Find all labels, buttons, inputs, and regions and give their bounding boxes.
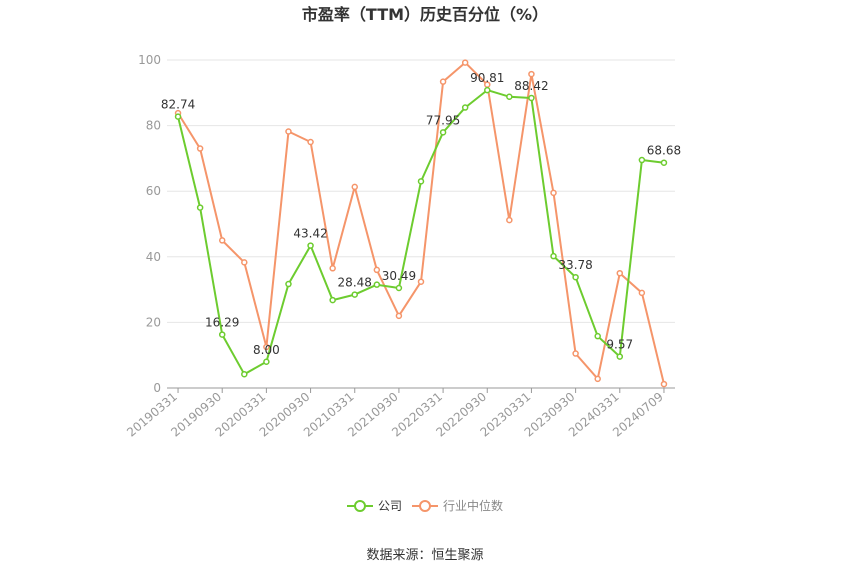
- data-point-company: [638, 156, 646, 164]
- y-tick-label: 80: [146, 119, 161, 133]
- data-point-industry: [285, 128, 292, 135]
- data-point-company: [528, 94, 535, 102]
- grid: [167, 59, 675, 323]
- data-point-industry: [638, 289, 646, 297]
- data-point-company: [329, 296, 336, 304]
- legend-label-company: 公司: [378, 499, 402, 513]
- data-point-industry: [528, 70, 535, 78]
- legend-label-industry: 行业中位数: [443, 498, 503, 513]
- data-label-company: 68.68: [647, 144, 681, 158]
- legend-marker-industry: [419, 500, 431, 512]
- series-line-industry: [177, 61, 665, 385]
- data-point-industry: [506, 216, 513, 224]
- data-point-industry: [572, 350, 579, 357]
- data-point-industry: [594, 375, 601, 383]
- data-label-company: 77.95: [426, 113, 460, 127]
- y-tick-label: 0: [153, 381, 161, 395]
- data-point-industry: [439, 78, 447, 85]
- series-line-company: [177, 89, 665, 376]
- data-label-company: 30.49: [382, 269, 416, 283]
- data-point-company: [263, 358, 270, 366]
- legend-item-industry[interactable]: 行业中位数: [412, 498, 503, 513]
- data-point-company: [373, 281, 381, 288]
- data-point-company: [196, 204, 204, 211]
- data-label-company: 33.78: [558, 258, 592, 272]
- data-labels: 82.74 16.29 8.00 43.42 28.48 30.49 77.95 90.81 8…: [161, 71, 681, 357]
- series: [174, 59, 668, 388]
- data-point-company: [506, 93, 513, 100]
- data-point-industry: [395, 312, 403, 320]
- data-point-industry: [616, 269, 624, 277]
- data-point-industry: [550, 189, 557, 197]
- data-point-industry: [196, 145, 204, 152]
- data-point-industry: [417, 278, 425, 285]
- data-point-industry: [241, 259, 248, 266]
- data-point-industry: [373, 266, 381, 274]
- data-point-company: [660, 159, 668, 166]
- data-point-company: [241, 370, 248, 378]
- data-point-company: [417, 178, 425, 185]
- data-point-company: [174, 113, 182, 120]
- data-point-industry: [263, 343, 270, 351]
- data-point-company: [439, 129, 447, 136]
- data-label-company: 9.57: [606, 338, 633, 352]
- data-point-industry: [660, 380, 668, 388]
- chart-title: 市盈率（TTM）历史百分位（%）: [302, 5, 548, 24]
- y-tick-label: 40: [146, 250, 161, 264]
- data-point-company: [461, 104, 469, 111]
- legend-item-company[interactable]: 公司: [347, 499, 402, 513]
- data-point-company: [218, 331, 226, 338]
- data-label-company: 28.48: [338, 276, 372, 290]
- data-point-company: [351, 291, 358, 298]
- legend-marker-company: [354, 500, 366, 512]
- data-point-company: [395, 284, 403, 292]
- y-tick-label: 60: [146, 184, 161, 198]
- data-point-company: [594, 332, 601, 340]
- data-point-company: [285, 280, 292, 288]
- data-point-industry: [351, 183, 358, 191]
- data-label-company: 88.42: [514, 79, 548, 93]
- data-label-company: 43.42: [293, 227, 327, 241]
- data-point-industry: [307, 138, 314, 146]
- legend[interactable]: 公司 行业中位数: [347, 498, 503, 513]
- data-label-company: 8.00: [253, 343, 280, 357]
- data-point-industry: [329, 265, 336, 272]
- y-tick-label: 20: [146, 315, 161, 329]
- data-point-company: [616, 353, 624, 360]
- data-label-company: 16.29: [205, 316, 239, 330]
- data-point-industry: [461, 59, 469, 66]
- data-source: 数据来源：恒生聚源: [366, 548, 483, 563]
- data-point-company: [484, 86, 491, 94]
- data-point-industry: [218, 237, 226, 244]
- data-point-company: [550, 252, 557, 260]
- data-label-company: 90.81: [470, 71, 504, 85]
- data-point-company: [572, 273, 579, 281]
- y-tick-label: 100: [138, 53, 161, 67]
- data-label-company: 82.74: [161, 98, 195, 112]
- data-point-company: [307, 242, 314, 249]
